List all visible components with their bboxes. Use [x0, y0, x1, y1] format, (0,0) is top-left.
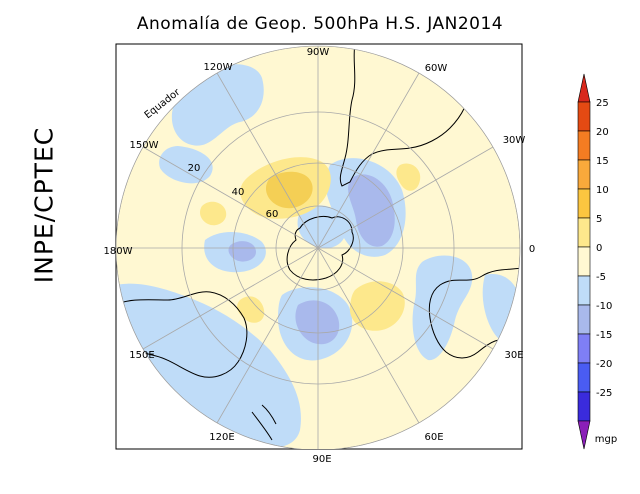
- colorbar-top-arrow: [577, 73, 591, 103]
- colorbar-bottom-arrow: [577, 420, 591, 450]
- lon-label-180w: 180W: [104, 246, 133, 257]
- new-zealand-outline: [251, 404, 277, 441]
- colorbar-segment: [577, 188, 591, 219]
- lon-label-60e: 60E: [424, 432, 443, 443]
- africa-outline: [428, 267, 520, 359]
- colorbar-segment: [577, 159, 591, 190]
- positive-anomaly-cores: [265, 171, 313, 209]
- lon-label-60w: 60W: [425, 63, 448, 74]
- colorbar-tick-label: -10: [596, 301, 612, 312]
- colorbar-segment: [577, 130, 591, 161]
- colorbar-segment: [577, 246, 591, 277]
- colorbar-tick-label: -20: [596, 359, 612, 370]
- colorbar: 25 20 15 10 5 0 -5 -10 -15 -20 -25 mgp: [577, 73, 617, 450]
- colorbar-segment: [577, 391, 591, 422]
- lat-label-60: 60: [266, 209, 279, 220]
- lon-label-90e: 90E: [312, 454, 331, 465]
- lon-label-120w: 120W: [204, 62, 233, 73]
- hemisphere-edge: [116, 45, 521, 449]
- lon-label-150w: 150W: [130, 140, 159, 151]
- colorbar-tick-label: 10: [596, 185, 609, 196]
- longitude-labels: 90W 60W 30W 0 30E 60E 90E 120E 150E 180W…: [104, 47, 536, 465]
- colorbar-segment: [577, 304, 591, 335]
- lon-label-0: 0: [529, 244, 535, 255]
- colorbar-segment: [577, 101, 591, 132]
- map-title: Anomalía de Geop. 500hPa H.S. JAN2014: [136, 14, 504, 34]
- lon-label-150e: 150E: [129, 350, 154, 361]
- lat-label-20: 20: [188, 163, 201, 174]
- meridians: [116, 46, 520, 449]
- australia-outline: [116, 291, 248, 378]
- colorbar-tick-label: 20: [596, 127, 609, 138]
- antarctica-outline: [286, 215, 354, 281]
- lon-label-30e: 30E: [504, 350, 523, 361]
- lon-label-90w: 90W: [307, 47, 330, 58]
- colorbar-segment: [577, 217, 591, 248]
- colorbar-tick-label: 0: [596, 243, 602, 254]
- colorbar-unit: mgp: [595, 434, 617, 445]
- lon-label-120e: 120E: [209, 432, 234, 443]
- colorbar-segment: [577, 333, 591, 364]
- colorbar-segment: [577, 362, 591, 393]
- colorbar-tick-label: 15: [596, 156, 609, 167]
- colorbar-tick-label: -25: [596, 388, 612, 399]
- colorbar-tick-label: 25: [596, 98, 609, 109]
- colorbar-tick-label: -15: [596, 330, 612, 341]
- negative-anomaly-cores: [228, 174, 395, 345]
- lon-label-30w: 30W: [503, 135, 526, 146]
- colorbar-tick-label: 5: [596, 214, 602, 225]
- colorbar-tick-label: -5: [596, 272, 606, 283]
- lat-label-40: 40: [232, 187, 245, 198]
- colorbar-segment: [577, 275, 591, 306]
